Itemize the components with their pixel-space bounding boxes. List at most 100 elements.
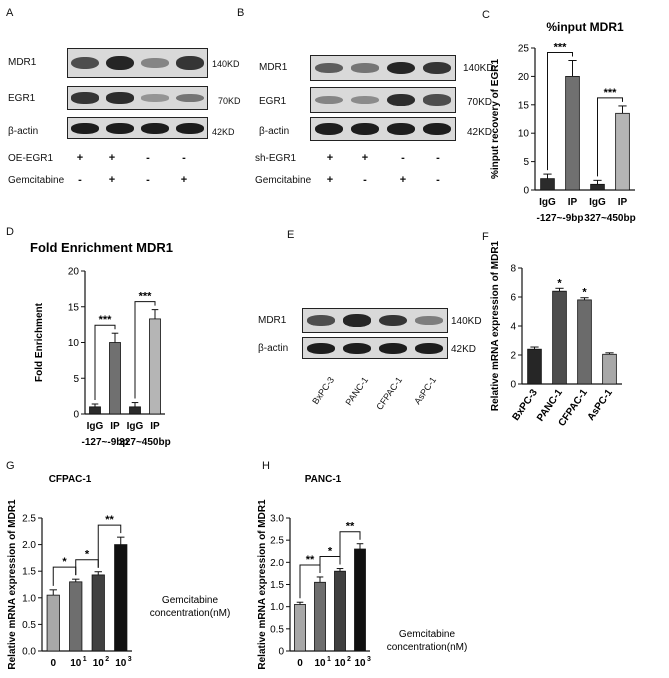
x-tick-label: 10 [93, 658, 105, 669]
row-label: β-actin [8, 126, 39, 137]
condition-label: Gemcitabine [8, 175, 65, 186]
blot-band [386, 93, 416, 107]
blot-band [175, 55, 204, 71]
significance-label: * [557, 277, 562, 289]
y-tick-label: 15 [68, 302, 80, 313]
condition-sign: + [399, 174, 407, 186]
row-label: MDR1 [259, 62, 288, 73]
significance-bracket [319, 556, 341, 573]
y-axis-label: Fold Enrichment [34, 302, 45, 382]
y-tick-label: 25 [518, 44, 530, 55]
x-axis-label: Gemcitabine [399, 629, 456, 640]
bar [334, 570, 346, 652]
y-tick-label: 20 [518, 72, 530, 83]
condition-sign: + [326, 174, 334, 186]
condition-sign: + [76, 152, 84, 164]
significance-label: ** [105, 514, 114, 526]
panel-label-b: B [237, 7, 245, 19]
condition-sign: + [180, 174, 188, 186]
y-tick-label: 4 [510, 322, 516, 333]
blot-band [306, 315, 336, 326]
x-tick-label: IP [568, 197, 578, 208]
x-tick-label: 10 [334, 658, 346, 669]
row-label: MDR1 [8, 57, 37, 68]
y-tick-label: 0 [278, 647, 284, 658]
chart-title: PANC-1 [305, 474, 342, 485]
x-tick-label: 0 [50, 658, 56, 669]
lane-label: CFPAC-1 [374, 375, 405, 412]
x-tick-label: 10 [354, 658, 366, 669]
x-tick-label: IgG [539, 197, 556, 208]
x-axis-label: concentration(nM) [150, 608, 231, 619]
bar [314, 581, 326, 652]
x-tick-superscript: 2 [347, 656, 351, 663]
y-tick-label: 0 [523, 186, 529, 197]
chart-title: %input MDR1 [546, 20, 624, 34]
y-tick-label: 2.5 [270, 536, 284, 547]
condition-sign: - [401, 152, 405, 164]
kd-label: 42KD [451, 344, 477, 355]
bar [149, 318, 161, 415]
blot-band [140, 94, 169, 102]
blot-strip [67, 48, 208, 78]
blot-band [71, 122, 100, 134]
x-tick-label: 10 [314, 658, 326, 669]
blot-strip [310, 117, 456, 141]
panel-label-d: D [6, 226, 14, 238]
condition-sign: - [146, 174, 150, 186]
x-tick-label: IgG [127, 421, 144, 432]
significance-label: *** [99, 314, 113, 326]
blot-band [106, 122, 135, 134]
kd-label: 42KD [467, 127, 493, 138]
significance-label: *** [554, 41, 568, 53]
blot-band [378, 342, 408, 354]
panel-label-f: F [482, 231, 489, 243]
chart-title: Fold Enrichment MDR1 [30, 240, 173, 255]
row-label: EGR1 [259, 96, 287, 107]
y-tick-label: 20 [68, 267, 80, 278]
row-label: β-actin [259, 126, 290, 137]
bar [577, 299, 592, 385]
condition-sign: + [108, 174, 116, 186]
bar [69, 581, 83, 652]
significance-bracket [547, 51, 573, 171]
y-tick-label: 3.0 [270, 514, 284, 525]
y-tick-label: 0.0 [22, 647, 36, 658]
blot-band [342, 342, 372, 354]
condition-label: Gemcitabine [255, 175, 312, 186]
blot-band [350, 63, 380, 73]
condition-sign: - [436, 152, 440, 164]
condition-sign: - [78, 174, 82, 186]
bar [89, 406, 101, 415]
blot-strip [310, 87, 456, 113]
y-tick-label: 1.0 [270, 602, 284, 613]
bar [565, 76, 580, 191]
kd-label: 70KD [218, 96, 241, 106]
bar [590, 183, 605, 191]
lane-label: AsPC-1 [412, 375, 439, 407]
significance-label: ** [346, 521, 355, 533]
condition-sign: - [182, 152, 186, 164]
blot-band [342, 314, 372, 327]
significance-bracket [97, 524, 122, 568]
chart-title: CFPAC-1 [49, 474, 92, 485]
kd-label: 70KD [467, 97, 493, 108]
significance-bracket [597, 97, 623, 177]
x-tick-superscript: 1 [83, 656, 87, 663]
blot-band [414, 342, 444, 354]
blot-band [350, 95, 380, 105]
blot-band [175, 93, 204, 103]
significance-bracket [75, 559, 99, 576]
condition-sign: + [326, 152, 334, 164]
kd-label: 140KD [212, 59, 240, 69]
y-axis-label: Relative mRNA expression of MDR1 [490, 240, 501, 411]
blot-band [140, 122, 169, 134]
group-label: -127~-9bp [82, 437, 129, 448]
condition-label: sh-EGR1 [255, 153, 297, 164]
row-label: β-actin [258, 343, 289, 354]
blot-band [314, 62, 344, 74]
y-tick-label: 10 [68, 338, 80, 349]
y-tick-label: 1.5 [22, 567, 36, 578]
blot-band [314, 122, 344, 136]
